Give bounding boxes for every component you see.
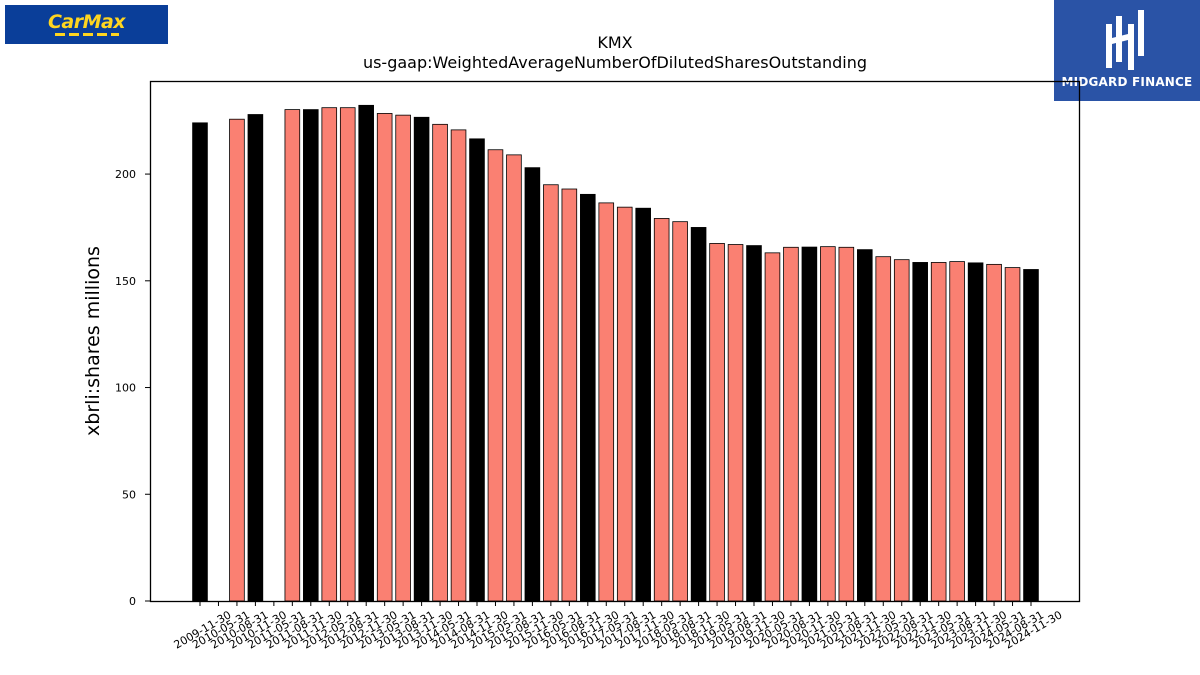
bar-2016-05-31 xyxy=(543,184,559,602)
bar-2017-05-31 xyxy=(598,202,615,602)
bar-2020-08-31 xyxy=(783,246,799,602)
bar-2015-08-31 xyxy=(506,154,522,602)
bar-2024-11-30 xyxy=(1023,269,1039,602)
bar-2015-11-30 xyxy=(524,167,541,602)
bar-2013-11-30 xyxy=(413,116,430,602)
bar-2021-08-31 xyxy=(838,246,855,602)
bar-2010-08-31 xyxy=(229,118,245,602)
bar-2023-11-30 xyxy=(967,262,984,602)
x-axis: 2009-11-302010-05-312010-08-312010-11-30… xyxy=(172,601,1065,652)
bar-2009-11-30 xyxy=(192,122,208,602)
bar-2014-08-31 xyxy=(450,129,467,602)
bar-2013-08-31 xyxy=(395,114,411,602)
bar-2020-05-31 xyxy=(764,252,781,602)
bar-2022-05-31 xyxy=(875,256,892,602)
bar-2012-05-31 xyxy=(321,107,338,602)
y-tick-label: 150 xyxy=(115,275,136,288)
bar-2017-08-31 xyxy=(616,206,633,602)
bar-2015-05-31 xyxy=(487,149,504,602)
bar-2012-11-30 xyxy=(358,104,374,602)
bar-2022-08-31 xyxy=(893,259,910,602)
bar-2011-11-30 xyxy=(303,109,319,602)
carmax-logo-dashes xyxy=(54,33,119,36)
bar-2014-05-31 xyxy=(432,123,448,602)
carmax-logo: CarMax xyxy=(5,5,168,44)
bar-2016-08-31 xyxy=(561,188,578,602)
bar-2018-11-30 xyxy=(690,227,707,602)
bar-2022-11-30 xyxy=(912,262,928,602)
bar-2011-08-31 xyxy=(284,109,301,602)
y-tick-label: 50 xyxy=(122,488,136,501)
carmax-logo-text: CarMax xyxy=(47,11,126,33)
midgard-logo-text: MIDGARD FINANCE xyxy=(1061,75,1193,89)
midgard-finance-logo: MIDGARD FINANCE xyxy=(1054,0,1200,101)
bars-group xyxy=(192,104,1039,602)
bar-2019-11-30 xyxy=(746,245,762,602)
plot-frame xyxy=(149,80,1081,603)
midgard-emblem-icon xyxy=(1106,10,1144,70)
chart-subtitle: us-gaap:WeightedAverageNumberOfDilutedSh… xyxy=(363,53,867,72)
bar-2021-05-31 xyxy=(820,246,836,602)
bar-2024-08-31 xyxy=(1004,267,1021,602)
bar-2017-11-30 xyxy=(635,207,651,602)
bar-2020-11-30 xyxy=(801,246,818,602)
bar-2018-05-31 xyxy=(653,218,670,602)
bar-2013-05-31 xyxy=(376,113,393,602)
bar-2014-11-30 xyxy=(469,138,485,602)
bar-2019-05-31 xyxy=(709,243,725,602)
bar-2012-08-31 xyxy=(339,107,356,602)
y-tick-label: 0 xyxy=(129,595,136,608)
bar-2016-11-30 xyxy=(580,193,596,602)
bar-2018-08-31 xyxy=(672,221,688,602)
bar-2010-11-30 xyxy=(247,114,264,602)
bar-2023-05-31 xyxy=(930,262,947,602)
chart-title: KMX xyxy=(597,33,632,52)
bar-2019-08-31 xyxy=(727,244,744,602)
y-axis-label: xbrli:shares millions xyxy=(82,246,104,436)
bar-2021-11-30 xyxy=(857,249,873,602)
bar-2023-08-31 xyxy=(949,261,965,602)
bar-2024-05-31 xyxy=(986,263,1002,602)
y-axis: 0 50 100 150 200 xyxy=(115,168,150,608)
y-tick-label: 100 xyxy=(115,382,136,395)
y-tick-label: 200 xyxy=(115,168,136,181)
